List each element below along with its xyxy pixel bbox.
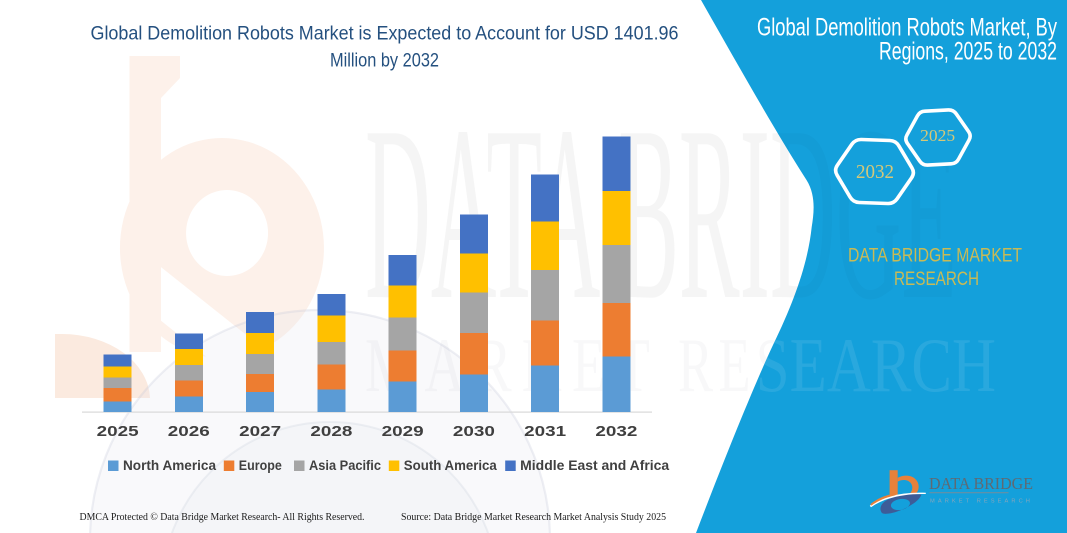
svg-text:2025: 2025: [920, 126, 955, 145]
svg-text:2026: 2026: [168, 423, 210, 440]
svg-text:2032: 2032: [595, 423, 637, 440]
svg-text:Asia Pacific: Asia Pacific: [309, 458, 381, 473]
svg-text:2027: 2027: [239, 423, 281, 440]
svg-text:2025: 2025: [97, 423, 139, 440]
svg-text:2031: 2031: [524, 423, 566, 440]
svg-text:North America: North America: [123, 458, 216, 473]
svg-text:Middle East and Africa: Middle East and Africa: [520, 458, 670, 473]
svg-text:2030: 2030: [453, 423, 495, 440]
svg-text:DMCA Protected © Data Bridge M: DMCA Protected © Data Bridge Market Rese…: [80, 512, 365, 523]
svg-text:2028: 2028: [310, 423, 352, 440]
svg-text:DATA BRIDGE MARKET: DATA BRIDGE MARKET: [848, 245, 1022, 267]
svg-text:Europe: Europe: [239, 458, 282, 473]
svg-text:Global Demolition Robots Marke: Global Demolition Robots Market is Expec…: [91, 23, 679, 45]
svg-text:2029: 2029: [382, 423, 424, 440]
svg-text:Million by 2032: Million by 2032: [330, 49, 439, 71]
svg-text:South America: South America: [404, 458, 497, 473]
svg-text:2032: 2032: [856, 161, 894, 183]
svg-text:Source: Data Bridge Market Res: Source: Data Bridge Market Research Mark…: [401, 512, 666, 523]
svg-text:MARKET RESEARCH: MARKET RESEARCH: [930, 499, 1033, 505]
svg-text:DATA BRIDGE: DATA BRIDGE: [929, 474, 1033, 493]
svg-text:Regions, 2025 to 2032: Regions, 2025 to 2032: [879, 37, 1057, 65]
svg-text:Global Demolition Robots Marke: Global Demolition Robots Market, By: [757, 14, 1057, 42]
svg-text:RESEARCH: RESEARCH: [894, 268, 979, 290]
